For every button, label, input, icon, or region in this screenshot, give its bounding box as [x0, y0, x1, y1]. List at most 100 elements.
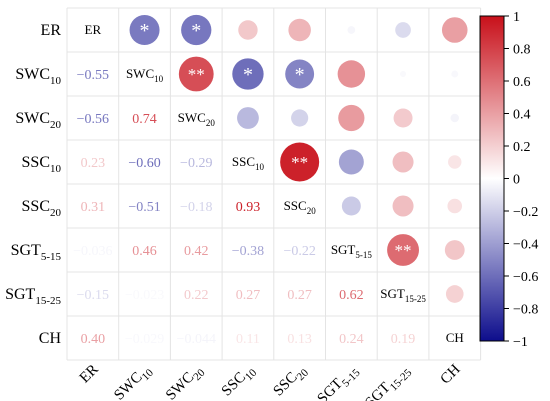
diagonal-label-swc-10: SWC10 — [126, 66, 164, 84]
row-labels: ER SWC10 SWC20 SSC10 SSC20 SGT5-15 SGT15-25 CH — [5, 22, 61, 347]
colorbar-tick-label: 1 — [513, 10, 520, 25]
corr-circle-r1-c6 — [399, 70, 407, 78]
corr-circle-r3-c6 — [392, 151, 414, 173]
corr-circle-r3-c7 — [448, 155, 462, 169]
corr-circle-r5-c6 — [387, 234, 419, 266]
col-label-sgt-15-25: SGT15-25 — [362, 361, 414, 401]
corr-value-r6-c1: −0.023 — [125, 288, 164, 303]
corr-circle-r0-c6 — [395, 22, 411, 38]
row-label-swc-20: SWC20 — [15, 110, 61, 131]
corr-value-r2-c0: −0.56 — [77, 112, 109, 127]
significance-mark-r0-c1: * — [140, 20, 150, 42]
corr-circle-r2-c5 — [338, 104, 365, 132]
col-label-ssc-20: SSC20 — [271, 361, 312, 401]
col-label-ssc-10: SSC10 — [219, 361, 260, 401]
corr-circle-r0-c7 — [441, 17, 468, 43]
corr-circle-r1-c2 — [178, 56, 214, 92]
corr-circle-r1-c3 — [232, 58, 264, 90]
corr-circle-r5-c7 — [444, 240, 465, 260]
corr-value-r4-c0: 0.31 — [81, 200, 106, 215]
col-label-ch: CH — [438, 361, 464, 387]
corr-value-r5-c0: −0.036 — [73, 244, 112, 259]
row-label-sgt-5-15: SGT5-15 — [11, 242, 62, 263]
colorbar-tick-label: 0.8 — [513, 43, 531, 58]
diagonal-label-sgt-5-15: SGT5-15 — [331, 242, 373, 260]
col-label-swc-20: SWC20 — [163, 361, 208, 401]
row-label-sgt-15-25: SGT15-25 — [5, 286, 61, 307]
colorbar-gradient — [479, 15, 505, 342]
corr-value-r7-c5: 0.24 — [339, 332, 364, 347]
corr-value-r6-c5: 0.62 — [339, 288, 364, 303]
colorbar-tick-label: 0.2 — [513, 140, 531, 155]
colorbar: 1 0.8 0.6 0.4 0.2 0 −0.2 −0.4 −0.6 −0.8 −1 — [479, 10, 538, 350]
corr-circle-r2-c6 — [393, 108, 413, 128]
corr-value-r5-c1: 0.46 — [132, 244, 157, 259]
corr-value-r7-c6: 0.19 — [391, 332, 416, 347]
corr-value-r1-c0: −0.55 — [77, 68, 109, 83]
corr-circle-r0-c4 — [288, 18, 311, 42]
corr-value-r7-c4: 0.13 — [287, 332, 312, 347]
significance-mark-r5-c6: ** — [395, 241, 412, 260]
diagonal-label-ssc-10: SSC10 — [232, 154, 265, 172]
diagonal-label-ssc-20: SSC20 — [284, 198, 317, 216]
colorbar-tick-label: −0.2 — [513, 205, 538, 220]
row-label-ch: CH — [39, 330, 62, 347]
corr-circle-r4-c5 — [341, 196, 361, 216]
diagonal-label-ch: CH — [446, 330, 464, 345]
significance-mark-r0-c2: * — [191, 20, 201, 42]
corr-circle-r0-c3 — [238, 20, 258, 40]
significance-mark-r3-c4: ** — [291, 153, 308, 172]
col-label-er: ER — [77, 362, 102, 387]
colorbar-tick-label: 0.4 — [513, 108, 531, 123]
row-label-ssc-10: SSC10 — [22, 154, 62, 175]
diagonal-label-swc-20: SWC20 — [178, 110, 216, 128]
corr-value-r6-c3: 0.27 — [236, 288, 261, 303]
corr-value-r6-c2: 0.22 — [184, 288, 209, 303]
corr-circle-r6-c7 — [445, 285, 464, 303]
corr-value-r5-c3: −0.38 — [232, 244, 264, 259]
corr-circle-r4-c7 — [447, 198, 463, 214]
corr-value-r7-c2: −0.044 — [177, 332, 216, 347]
colorbar-tick-label: 0.6 — [513, 75, 531, 90]
corr-value-r3-c0: 0.23 — [81, 156, 106, 171]
corr-value-r6-c4: 0.27 — [287, 288, 312, 303]
corr-value-r3-c2: −0.29 — [180, 156, 212, 171]
colorbar-tick-label: −0.6 — [513, 270, 538, 285]
corr-circle-r0-c1 — [129, 14, 160, 46]
row-label-er: ER — [41, 22, 62, 39]
corr-value-r4-c3: 0.93 — [236, 200, 261, 215]
corr-value-r2-c1: 0.74 — [132, 112, 157, 127]
corr-circle-r2-c7 — [450, 113, 459, 123]
significance-mark-r1-c4: * — [295, 64, 305, 86]
significance-mark-r1-c2: ** — [188, 65, 205, 84]
col-label-sgt-5-15: SGT5-15 — [315, 361, 363, 401]
row-label-ssc-20: SSC20 — [22, 198, 62, 219]
corr-circle-r0-c2 — [181, 14, 212, 46]
corr-circle-r1-c7 — [451, 70, 459, 78]
colorbar-tick-label: −0.4 — [513, 238, 538, 253]
corr-value-r7-c3: 0.11 — [236, 332, 260, 347]
colorbar-tick-label: −1 — [513, 335, 528, 350]
col-label-swc-10: SWC10 — [111, 361, 156, 401]
corr-value-r7-c1: −0.029 — [125, 332, 164, 347]
corr-value-r7-c0: 0.40 — [81, 332, 106, 347]
corr-circle-r3-c5 — [338, 149, 364, 175]
colorbar-tick-label: 0 — [513, 173, 520, 188]
significance-mark-r1-c3: * — [243, 64, 253, 86]
corr-value-r4-c2: −0.18 — [180, 200, 212, 215]
colorbar-tick-label: −0.8 — [513, 303, 538, 318]
corr-value-r5-c2: 0.42 — [184, 244, 209, 259]
corr-circle-r3-c4 — [280, 142, 320, 182]
corr-circle-r0-c5 — [347, 26, 356, 34]
matrix-grid — [66, 7, 482, 361]
corr-value-r5-c4: −0.22 — [283, 244, 315, 259]
corr-circle-r2-c4 — [291, 109, 309, 127]
corr-value-r6-c0: −0.15 — [77, 288, 109, 303]
diagonal-label-er: ER — [85, 22, 102, 37]
corr-circle-r2-c3 — [237, 107, 259, 129]
corr-value-r3-c1: −0.60 — [128, 156, 160, 171]
corr-value-r4-c1: −0.51 — [128, 200, 160, 215]
corr-circle-r4-c6 — [392, 195, 414, 217]
